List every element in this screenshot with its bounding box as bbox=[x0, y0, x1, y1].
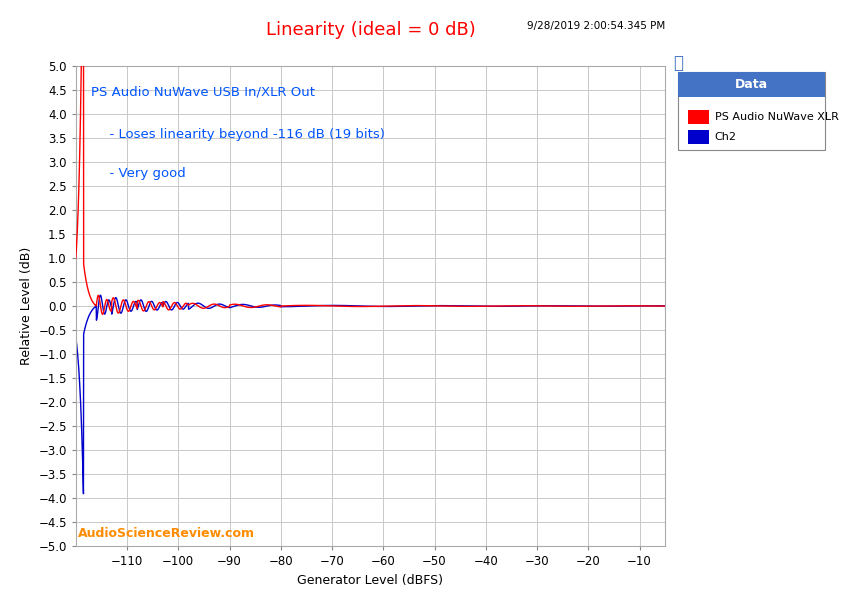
Text: Linearity (ideal = 0 dB): Linearity (ideal = 0 dB) bbox=[265, 21, 476, 39]
Text: Data: Data bbox=[735, 78, 768, 91]
Text: Ⓐ: Ⓐ bbox=[673, 54, 683, 72]
Text: Ch2: Ch2 bbox=[715, 132, 737, 142]
Text: PS Audio NuWave XLR: PS Audio NuWave XLR bbox=[715, 112, 839, 122]
Text: PS Audio NuWave USB In/XLR Out: PS Audio NuWave USB In/XLR Out bbox=[91, 85, 315, 98]
X-axis label: Generator Level (dBFS): Generator Level (dBFS) bbox=[297, 574, 444, 587]
Text: - Loses linearity beyond -116 dB (19 bits): - Loses linearity beyond -116 dB (19 bit… bbox=[101, 128, 386, 142]
Y-axis label: Relative Level (dB): Relative Level (dB) bbox=[19, 247, 33, 365]
Text: AudioScienceReview.com: AudioScienceReview.com bbox=[78, 527, 255, 540]
Text: - Very good: - Very good bbox=[101, 167, 186, 180]
Text: 9/28/2019 2:00:54.345 PM: 9/28/2019 2:00:54.345 PM bbox=[527, 21, 665, 31]
